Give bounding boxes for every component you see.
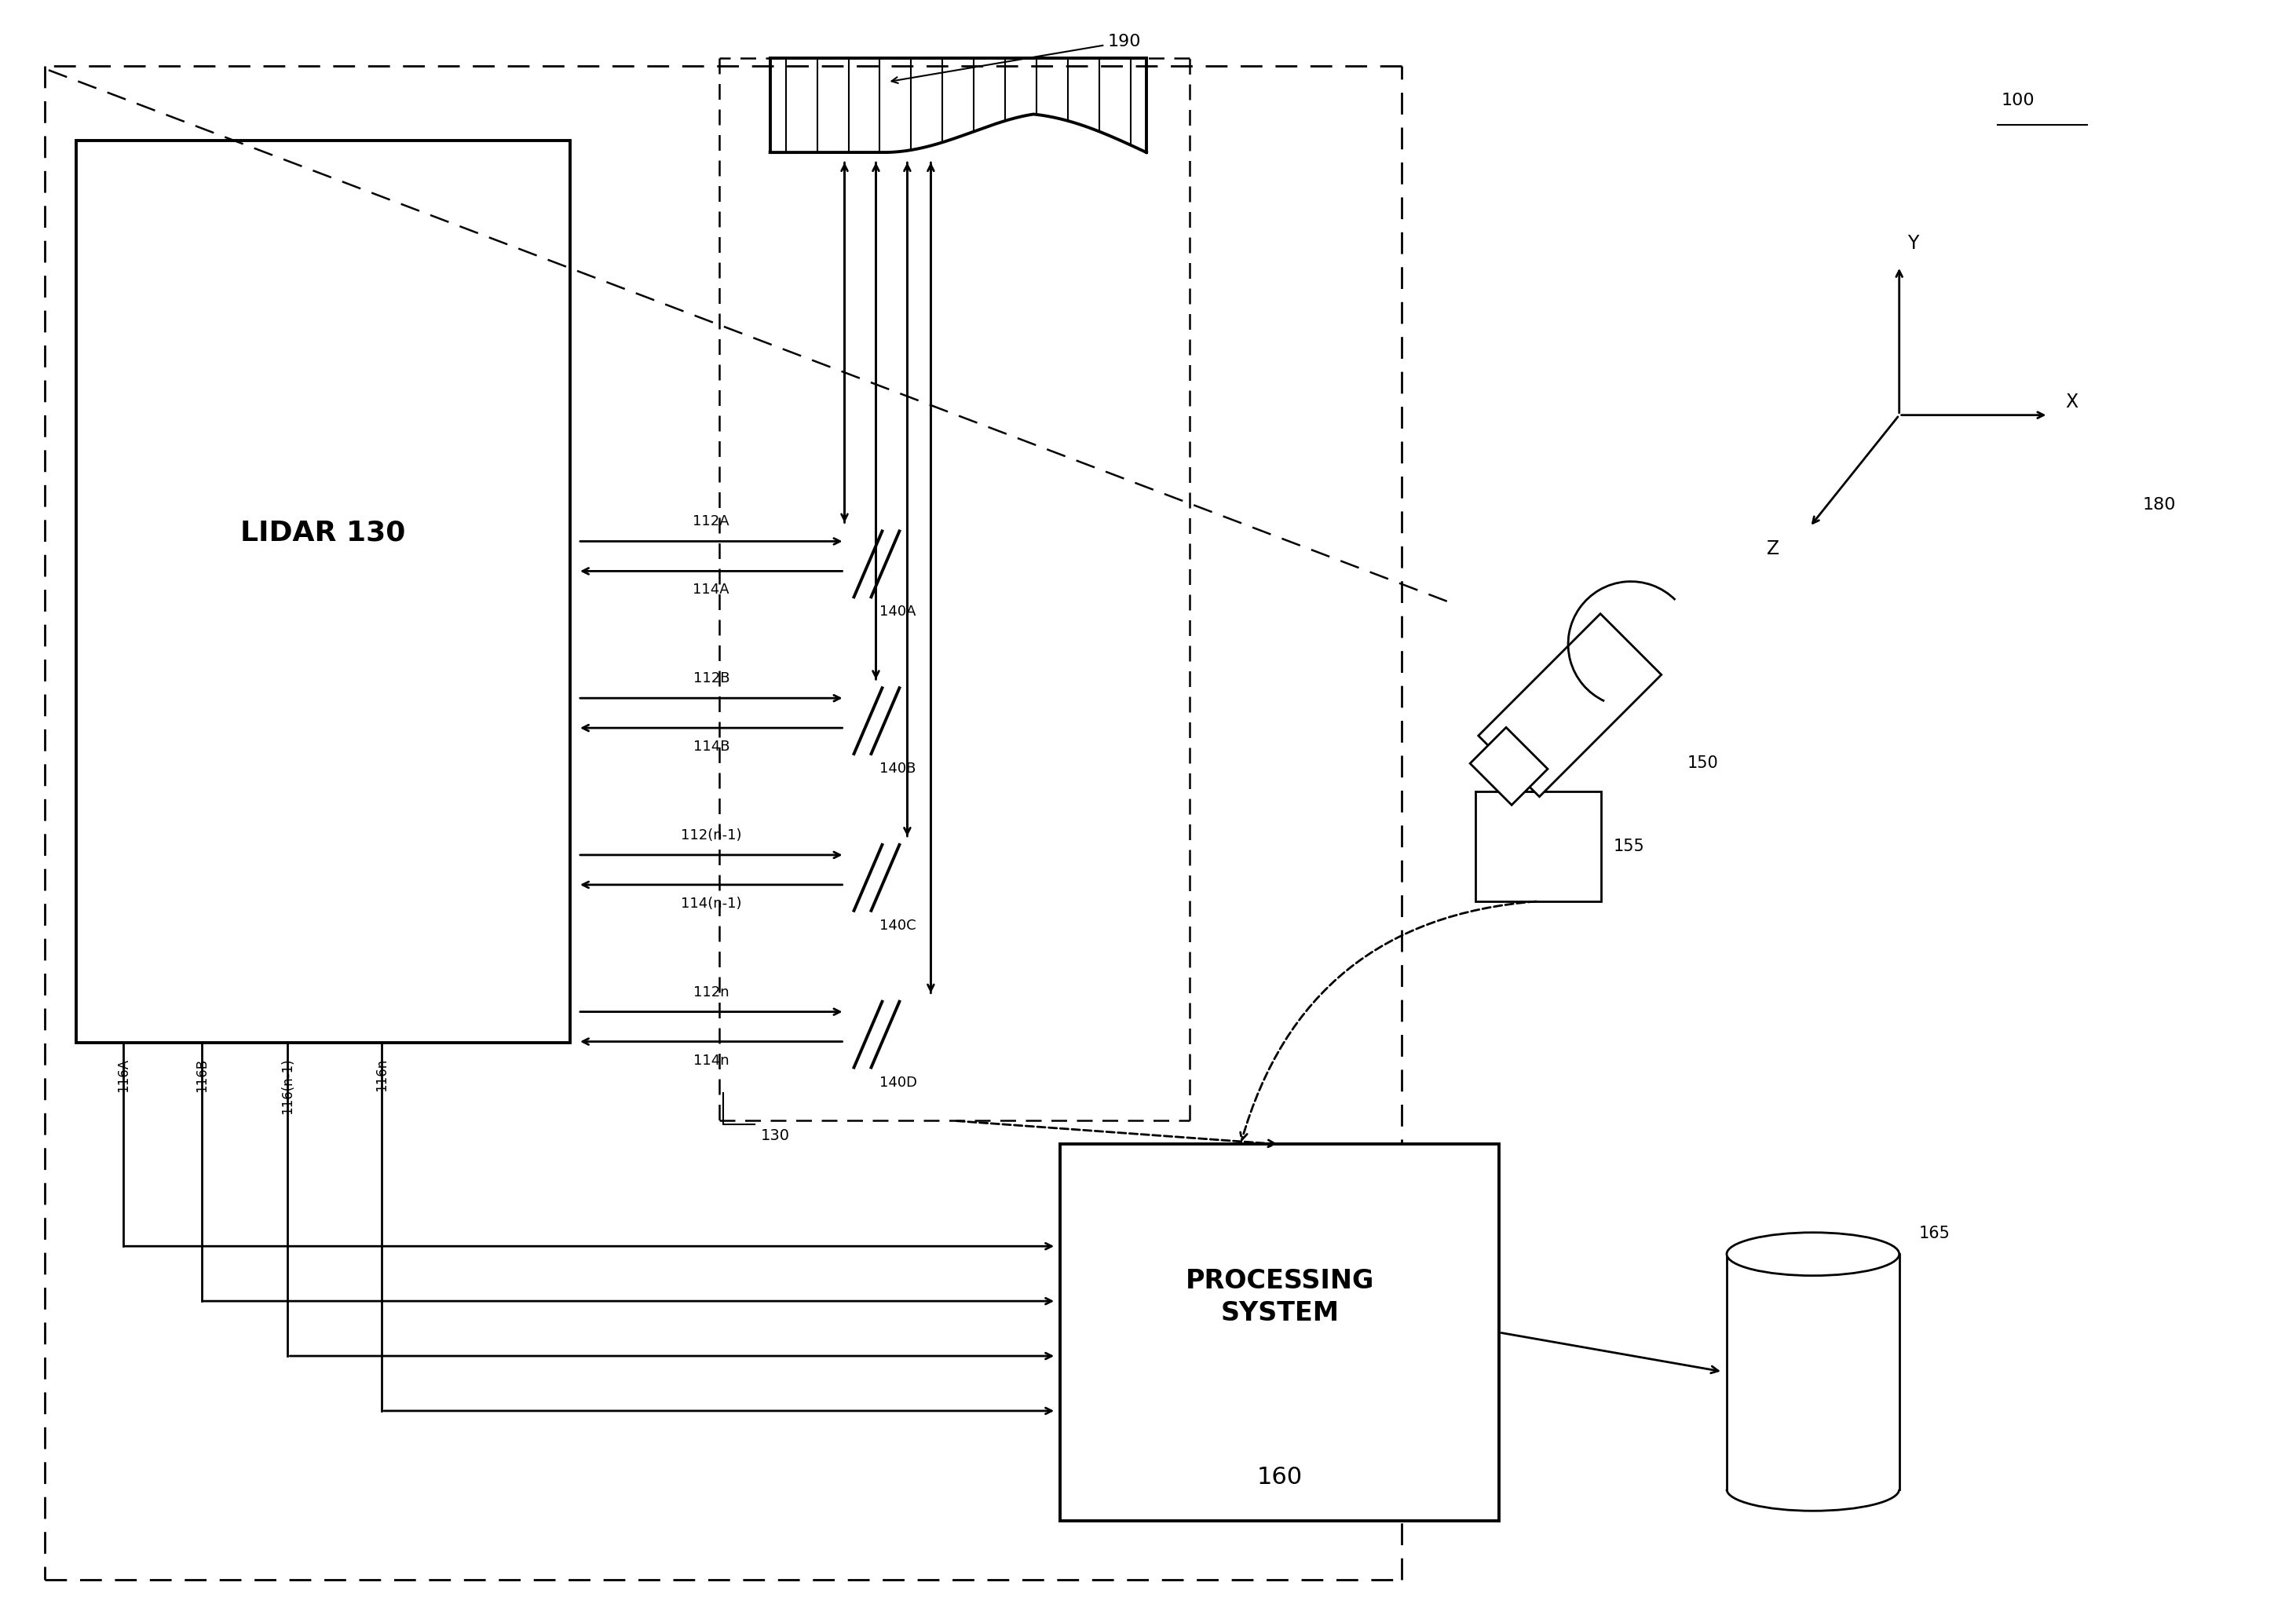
Text: 114(n-1): 114(n-1) [682,897,742,910]
Text: 112B: 112B [693,672,730,685]
Text: 114B: 114B [693,740,730,754]
Text: Y: Y [1908,233,1919,252]
Text: PROCESSING
SYSTEM: PROCESSING SYSTEM [1185,1269,1373,1327]
Bar [1061,1145,1499,1521]
Bar [1476,791,1600,900]
Ellipse shape [1727,1232,1899,1275]
Text: 140C: 140C [879,918,916,933]
Polygon shape [1469,727,1548,806]
Text: 155: 155 [1614,838,1644,854]
Text: 112n: 112n [693,986,730,999]
Text: 114n: 114n [693,1053,730,1068]
Text: 140B: 140B [879,762,916,775]
Text: Z: Z [1766,539,1779,558]
Text: X: X [2066,392,2078,412]
Text: 140D: 140D [879,1076,918,1090]
Text: 116(n-1): 116(n-1) [280,1058,294,1114]
Text: 100: 100 [2002,93,2034,108]
Text: 116n: 116n [374,1058,388,1092]
Text: 160: 160 [1256,1466,1302,1489]
Text: 114A: 114A [693,582,730,597]
Text: 112(n-1): 112(n-1) [682,828,742,843]
Polygon shape [1479,614,1662,796]
Text: 130: 130 [760,1129,790,1143]
Text: 116B: 116B [195,1058,209,1092]
Bar [76,140,569,1042]
Text: 140A: 140A [879,605,916,619]
Text: 150: 150 [1688,756,1720,772]
Text: 165: 165 [1919,1225,1949,1241]
Text: 112A: 112A [693,515,730,529]
Text: LIDAR 130: LIDAR 130 [241,519,406,547]
Text: 180: 180 [2142,497,2177,513]
Text: 116A: 116A [117,1058,131,1092]
Text: 190: 190 [891,34,1141,84]
